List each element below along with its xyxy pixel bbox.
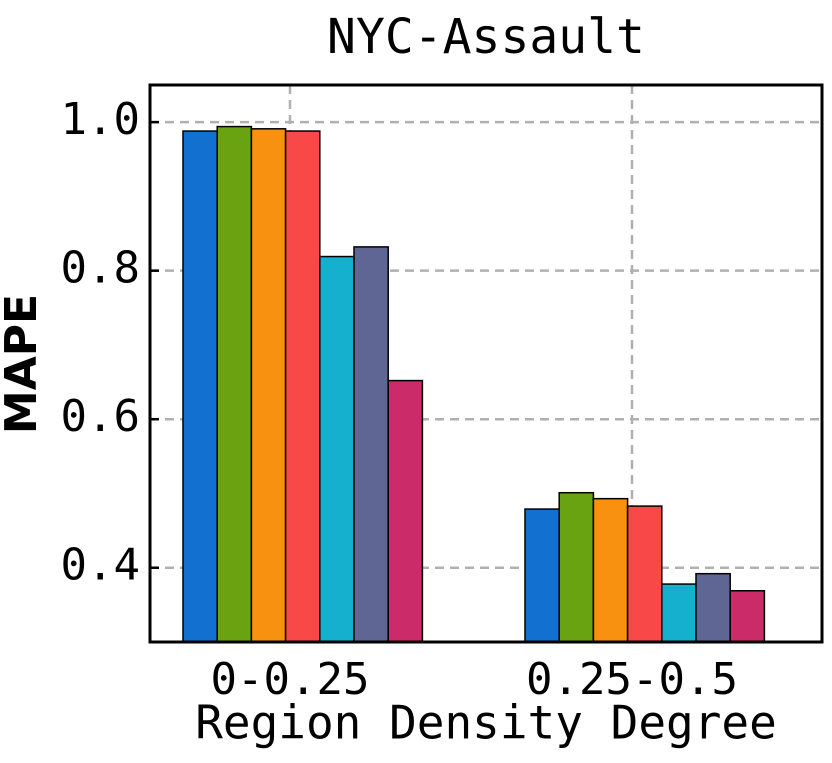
x-tick-label: 0.25-0.5 bbox=[526, 654, 738, 705]
y-tick-label: 0.4 bbox=[61, 540, 140, 591]
bar bbox=[626, 505, 663, 643]
x-axis-label: Region Density Degree bbox=[195, 696, 777, 750]
y-tick-label: 0.8 bbox=[61, 243, 140, 294]
bar bbox=[353, 246, 389, 643]
y-tick-label: 0.6 bbox=[61, 391, 140, 442]
bar bbox=[558, 491, 595, 643]
bar bbox=[387, 379, 424, 643]
y-axis-label: MAPE bbox=[0, 294, 47, 434]
bar bbox=[524, 508, 560, 643]
bar bbox=[695, 572, 731, 643]
x-tick-label: 0-0.25 bbox=[211, 654, 370, 705]
bar bbox=[250, 128, 287, 643]
bar bbox=[319, 255, 355, 643]
bar bbox=[592, 497, 629, 643]
y-tick-label: 1.0 bbox=[61, 94, 140, 145]
bar bbox=[216, 125, 253, 643]
chart-title: NYC-Assault bbox=[327, 9, 645, 65]
bar bbox=[284, 130, 321, 643]
plot-frame bbox=[148, 83, 824, 644]
bar bbox=[661, 583, 697, 643]
bar bbox=[729, 590, 766, 643]
bar bbox=[182, 130, 218, 643]
